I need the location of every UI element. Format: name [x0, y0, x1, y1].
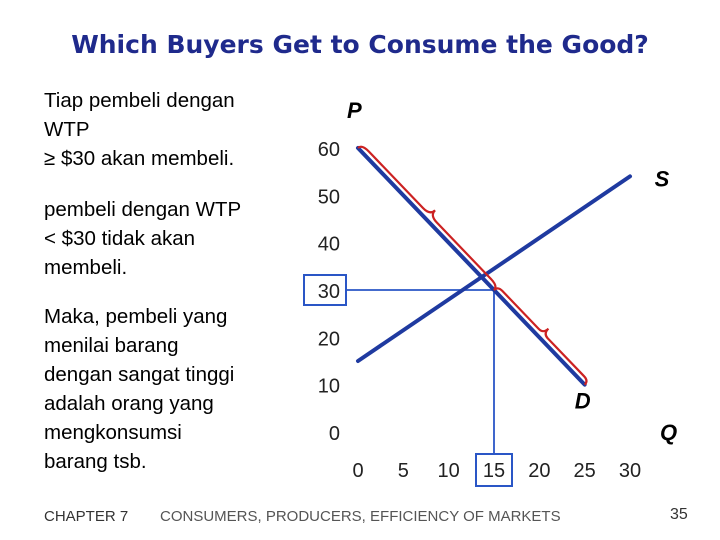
slide-title: Which Buyers Get to Consume the Good?	[71, 30, 649, 59]
x-tick-label: 15	[483, 460, 505, 482]
y-tick-label: 50	[318, 186, 340, 208]
footer-chapter: CHAPTER 7	[44, 508, 129, 525]
supply-curve	[356, 174, 632, 363]
page-number: 35	[670, 506, 688, 523]
y-tick-label: 30	[318, 281, 340, 303]
y-tick-label: 0	[329, 423, 340, 445]
x-tick-label: 0	[352, 460, 363, 482]
y-tick-label: 60	[318, 139, 340, 161]
footer-title: CONSUMERS, PRODUCERS, EFFICIENCY OF MARK…	[160, 508, 561, 525]
supply-label: S	[655, 166, 670, 191]
x-tick-label: 20	[528, 460, 550, 482]
demand-label: D	[575, 389, 591, 414]
x-tick-label: 25	[574, 460, 596, 482]
y-tick-label: 40	[318, 234, 340, 256]
x-tick-label: 10	[438, 460, 460, 482]
bullet-wtp-above: Tiap pembeli dengan WTP ≥ $30 akan membe…	[44, 89, 235, 170]
bullet-wtp-below: pembeli dengan WTP < $30 tidak akan memb…	[44, 198, 242, 279]
x-tick-label: 30	[619, 460, 641, 482]
y-tick-label: 10	[318, 376, 340, 398]
x-tick-label: 5	[398, 460, 409, 482]
y-tick-label: 20	[318, 328, 340, 350]
bullet-conclusion: Maka, pembeli yang menilai barang dengan…	[44, 305, 235, 473]
demand-curve	[356, 146, 587, 387]
y-axis-label: P	[347, 98, 362, 123]
x-axis-label: Q	[660, 420, 677, 445]
